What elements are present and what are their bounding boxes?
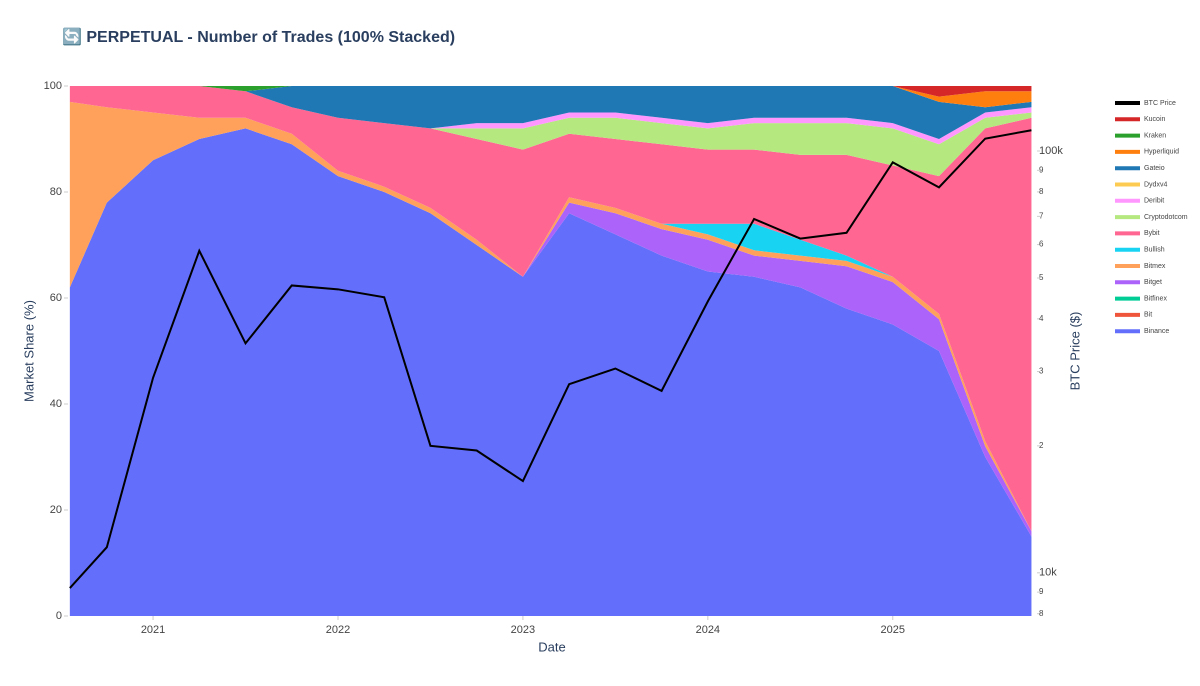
legend-label: Deribit: [1144, 198, 1164, 205]
y-tick-label: 20: [50, 504, 62, 516]
y2-tick-label: 3: [1039, 367, 1044, 376]
legend-label: Bullish: [1144, 247, 1165, 254]
y2-tick-label: 10k: [1039, 567, 1057, 579]
y2-tick-label: 7: [1039, 211, 1044, 220]
y2-tick-label: 9: [1039, 587, 1044, 596]
y2-tick-label: 8: [1039, 609, 1044, 618]
legend-label: Bitmex: [1144, 263, 1166, 270]
area: [69, 86, 1032, 177]
legend-label: Binance: [1144, 328, 1169, 335]
legend-label: Bitfinex: [1144, 295, 1167, 302]
legend-label: Kucoin: [1144, 116, 1166, 123]
area: [69, 86, 1032, 145]
y-tick-label: 60: [50, 292, 62, 304]
y2-tick-label: 2: [1039, 441, 1044, 450]
legend-label: Bitget: [1144, 279, 1162, 286]
y-tick-label: 100: [44, 80, 62, 92]
area: [69, 101, 1032, 532]
x-tick-label: 2024: [696, 624, 720, 636]
x-tick-label: 2023: [511, 624, 535, 636]
y2-axis-title: BTC Price ($): [1067, 312, 1082, 391]
y-tick-label: 40: [50, 398, 62, 410]
x-axis-title: Date: [538, 639, 565, 654]
area: [69, 86, 1032, 532]
y-tick-label: 80: [50, 186, 62, 198]
legend-label: Gateio: [1144, 165, 1165, 172]
y-axis-title: Market Share (%): [21, 300, 36, 402]
y2-tick-label: 8: [1039, 187, 1044, 196]
y2-tick-label: 9: [1039, 165, 1044, 174]
x-tick-label: 2025: [881, 624, 905, 636]
x-tick-label: 2022: [326, 624, 350, 636]
legend-label: Hyperliquid: [1144, 149, 1179, 156]
area: [69, 128, 1032, 616]
price-line: [69, 129, 1032, 589]
legend-label: BTC Price: [1144, 100, 1176, 107]
chart-title: 🔄 PERPETUAL - Number of Trades (100% Sta…: [62, 27, 455, 46]
legend-label: Kraken: [1144, 132, 1166, 139]
legend-label: Bybit: [1144, 230, 1160, 237]
area: [69, 86, 1032, 139]
x-tick-label: 2021: [141, 624, 165, 636]
y2-tick-label: 100k: [1039, 145, 1063, 157]
legend-label: Bit: [1144, 312, 1152, 319]
legend-label: Cryptodotcom: [1144, 214, 1188, 221]
area: [69, 86, 1032, 97]
y-tick-label: 0: [56, 610, 62, 622]
y2-tick-label: 4: [1039, 314, 1044, 323]
legend-label: Dydxv4: [1144, 181, 1167, 188]
y2-tick-label: 6: [1039, 240, 1044, 249]
y2-tick-label: 5: [1039, 273, 1044, 282]
